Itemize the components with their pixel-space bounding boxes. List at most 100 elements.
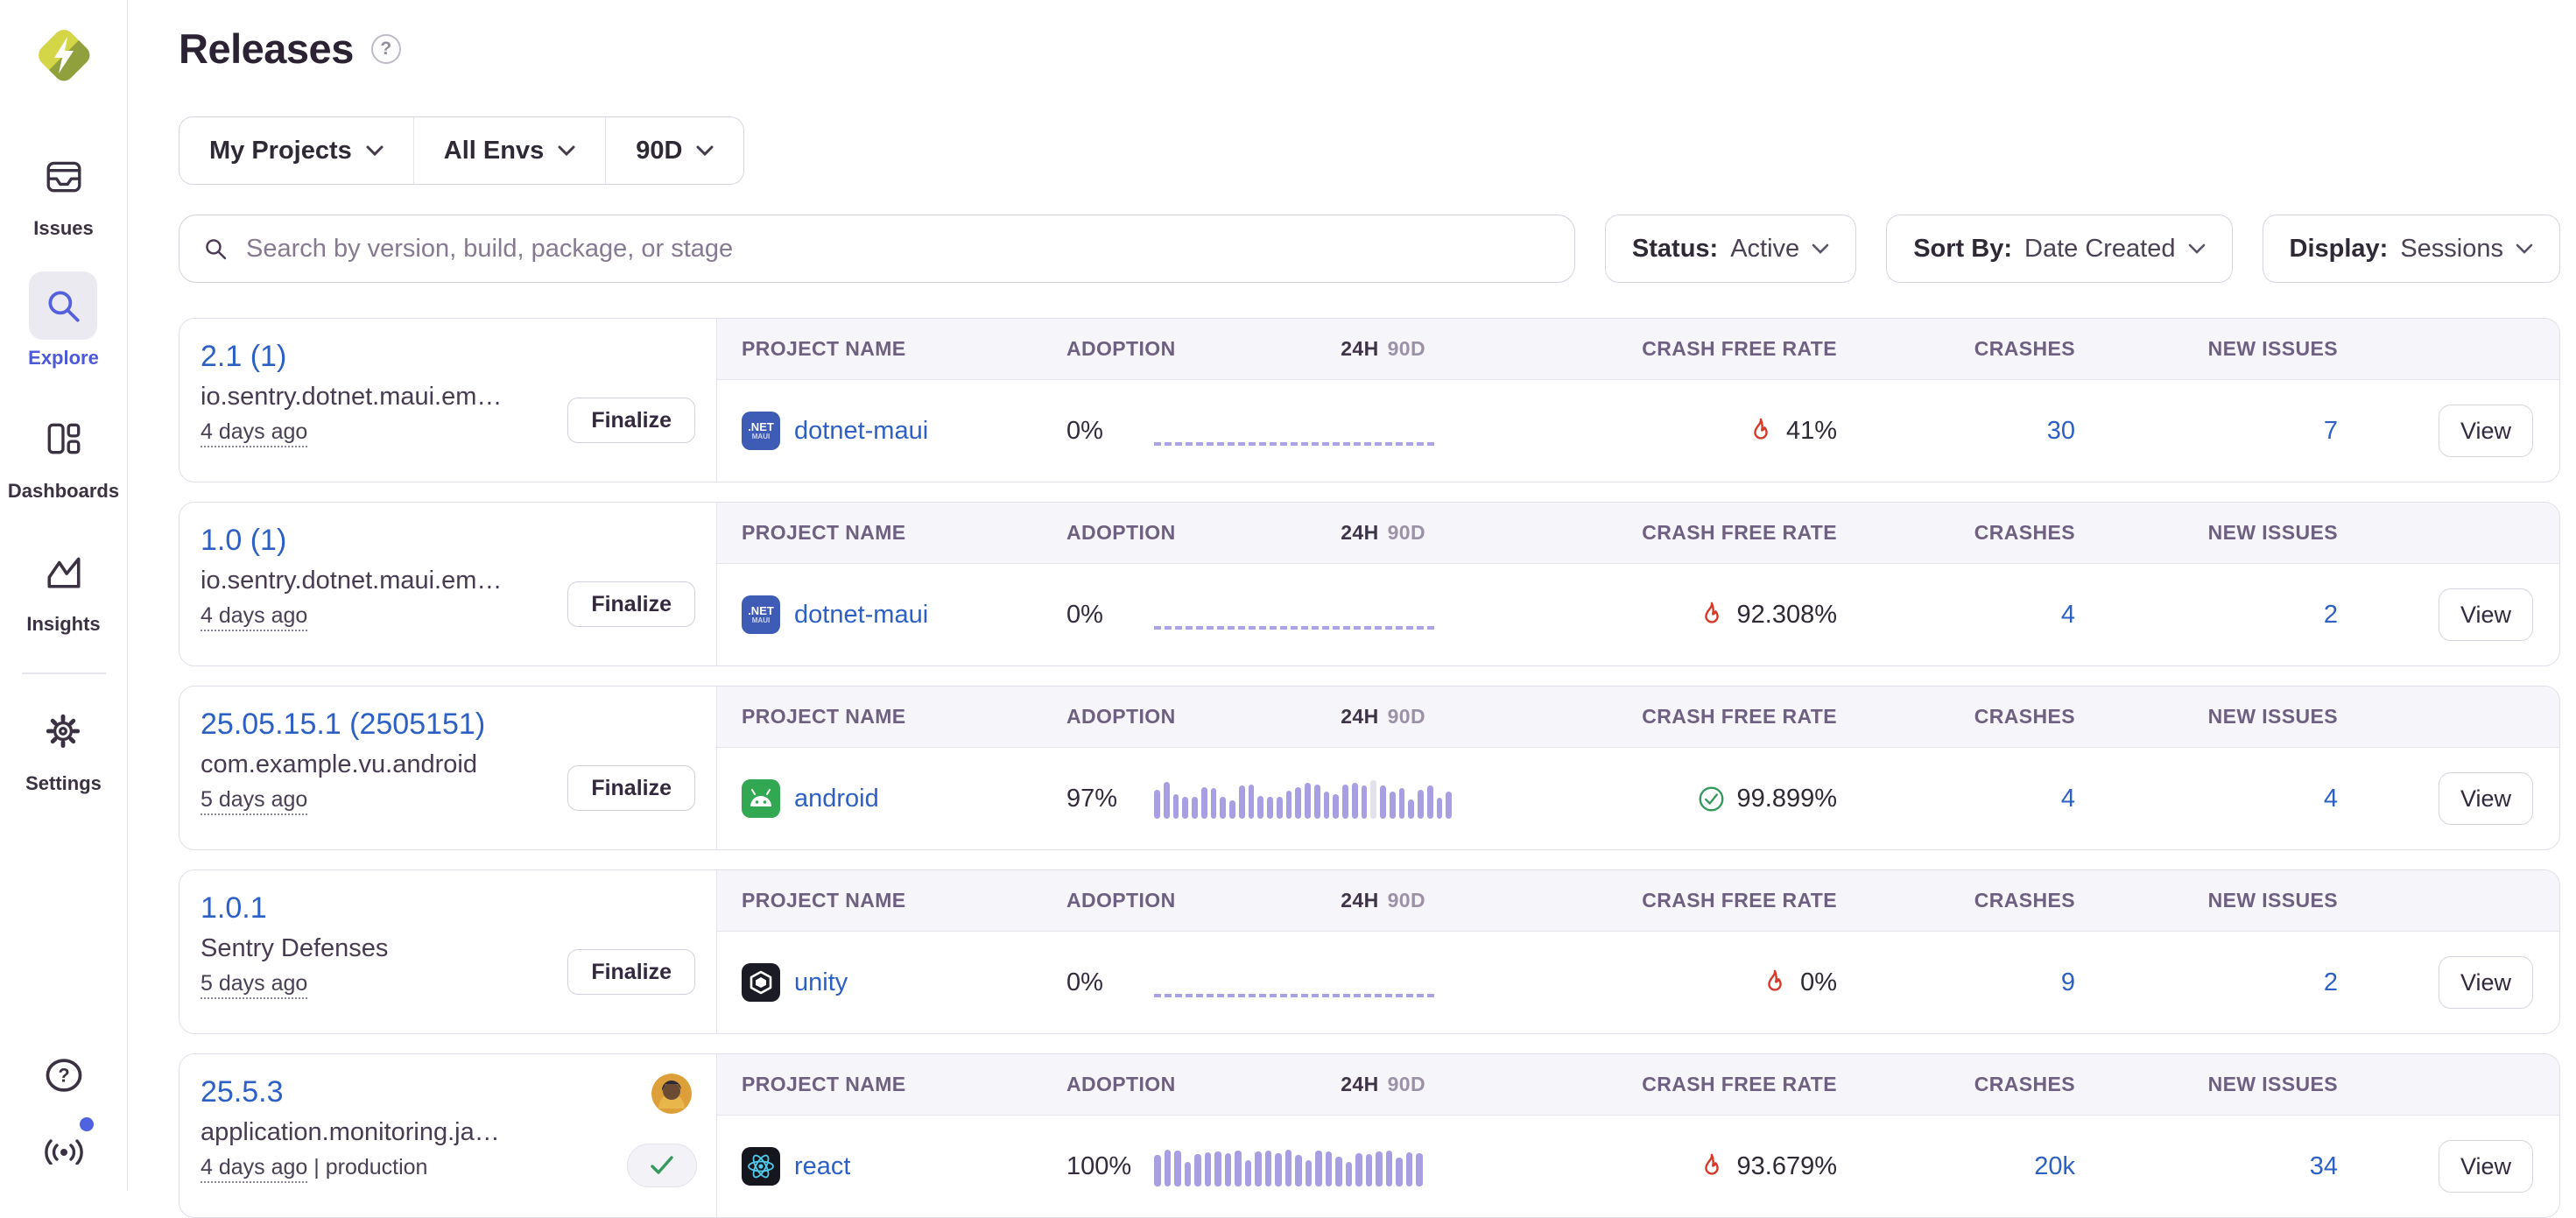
release-card: 1.0.1 Sentry Defenses 5 days ago Finaliz… — [179, 869, 2560, 1034]
sidebar-item-label: Explore — [28, 347, 99, 370]
project-link[interactable]: unity — [794, 968, 848, 997]
display-value: Sessions — [2400, 235, 2503, 264]
view-button[interactable]: View — [2439, 405, 2533, 457]
sparkline-bar — [1229, 800, 1235, 819]
help-button[interactable]: ? — [41, 1053, 87, 1098]
crashes-link[interactable]: 9 — [2061, 968, 2075, 996]
release-version-link[interactable]: 2.1 (1) — [201, 340, 286, 373]
sparkline-bar — [1295, 787, 1301, 819]
display-dropdown[interactable]: Display: Sessions — [2263, 215, 2561, 283]
col-header-90d: 90D — [1388, 705, 1425, 728]
sentry-logo[interactable] — [32, 23, 96, 88]
search-input[interactable] — [244, 234, 1552, 264]
sidebar-item-insights[interactable]: Insights — [26, 538, 100, 636]
col-header-24h: 24H — [1341, 521, 1378, 544]
sparkline-bar — [1437, 798, 1443, 819]
release-version-link[interactable]: 25.5.3 — [201, 1075, 284, 1109]
sparkline-bar — [1352, 783, 1358, 819]
finalize-button[interactable]: Finalize — [567, 398, 695, 443]
crashes-link[interactable]: 20k — [2034, 1152, 2075, 1180]
crashes-link[interactable]: 30 — [2047, 417, 2075, 445]
status-dropdown[interactable]: Status: Active — [1605, 215, 1856, 283]
new-issues-link[interactable]: 2 — [2324, 968, 2338, 996]
crash-free-rate-value: 93.679% — [1737, 1152, 1838, 1181]
environment-filter-value: All Envs — [444, 137, 544, 165]
release-version-link[interactable]: 1.0.1 — [201, 891, 267, 925]
release-version-link[interactable]: 25.05.15.1 (2505151) — [201, 708, 485, 741]
col-header-crashes: CRASHES — [1837, 1073, 2075, 1096]
page-filter-bar: My Projects All Envs 90D — [179, 116, 744, 185]
unity-icon — [742, 963, 780, 1002]
release-card: 25.05.15.1 (2505151) com.example.vu.andr… — [179, 686, 2560, 850]
release-project-table: PROJECT NAME ADOPTION 24H90D CRASH FREE … — [717, 503, 2559, 665]
col-header-trend: 24H90D — [1154, 521, 1452, 545]
sessions-trend-chart[interactable] — [1154, 600, 1452, 630]
view-button[interactable]: View — [2439, 772, 2533, 825]
view-button[interactable]: View — [2439, 588, 2533, 641]
sparkline-bar — [1249, 785, 1255, 819]
col-header-90d: 90D — [1388, 337, 1425, 360]
date-range-filter[interactable]: 90D — [605, 117, 743, 184]
release-age: 4 days ago — [201, 1155, 307, 1183]
finalize-button[interactable]: Finalize — [567, 949, 695, 995]
col-header-crashes: CRASHES — [1837, 521, 2075, 545]
sidebar-item-issues[interactable]: Issues — [30, 142, 98, 240]
sidebar-item-settings[interactable]: Settings — [25, 697, 102, 795]
new-issues-link[interactable]: 7 — [2324, 417, 2338, 445]
release-summary: 1.0 (1) io.sentry.dotnet.maui.em… 4 days… — [179, 503, 717, 665]
sparkline-bar — [1225, 1153, 1232, 1186]
chevron-down-icon — [558, 145, 575, 157]
sort-by-dropdown[interactable]: Sort By: Date Created — [1886, 215, 2232, 283]
project-filter[interactable]: My Projects — [179, 117, 413, 184]
crashes-link[interactable]: 4 — [2061, 785, 2075, 813]
svg-text:?: ? — [58, 1065, 69, 1087]
help-icon: ? — [43, 1054, 85, 1096]
sessions-trend-chart[interactable] — [1154, 416, 1452, 446]
sparkline-bar — [1346, 1162, 1353, 1186]
crash-free-rate-value: 41% — [1786, 417, 1837, 446]
finalized-check-pill[interactable] — [627, 1144, 697, 1187]
crash-free-rate-value: 0% — [1800, 968, 1837, 997]
page-help-icon[interactable]: ? — [371, 34, 401, 64]
sparkline-bar — [1399, 788, 1405, 819]
sidebar-item-explore[interactable]: Explore — [28, 271, 99, 370]
col-header-trend: 24H90D — [1154, 1073, 1452, 1096]
col-header-crash-free-rate: CRASH FREE RATE — [1452, 521, 1837, 545]
sparkline-bar — [1333, 794, 1339, 819]
new-issues-link[interactable]: 34 — [2310, 1152, 2338, 1180]
project-link[interactable]: dotnet-maui — [794, 417, 928, 446]
environment-filter[interactable]: All Envs — [413, 117, 605, 184]
view-button[interactable]: View — [2439, 956, 2533, 1009]
crashes-link[interactable]: 4 — [2061, 601, 2075, 629]
whats-new-button[interactable] — [41, 1123, 87, 1168]
sparkline-bar — [1315, 1151, 1322, 1186]
sidebar-item-label: Insights — [26, 613, 100, 636]
sidebar-item-dashboards[interactable]: Dashboards — [8, 405, 119, 503]
chevron-down-icon — [696, 145, 714, 157]
sparkline-bar — [1362, 785, 1368, 819]
fire-icon — [1762, 968, 1788, 996]
finalize-button[interactable]: Finalize — [567, 765, 695, 811]
col-header-90d: 90D — [1388, 889, 1425, 912]
sparkline-bar — [1173, 794, 1179, 819]
sparkline-bar — [1416, 1153, 1423, 1186]
sessions-empty-sparkline — [1154, 968, 1452, 997]
view-button[interactable]: View — [2439, 1140, 2533, 1193]
project-link[interactable]: react — [794, 1152, 850, 1181]
project-link[interactable]: dotnet-maui — [794, 601, 928, 630]
sparkline-bar — [1305, 783, 1311, 819]
sparkline-bar — [1267, 797, 1273, 819]
dashboards-icon — [30, 405, 98, 473]
sessions-trend-chart[interactable] — [1154, 968, 1452, 997]
fire-icon — [1699, 1152, 1725, 1180]
release-version-link[interactable]: 1.0 (1) — [201, 524, 286, 557]
dotnet-maui-icon: .NET MAUI — [742, 595, 780, 634]
finalize-button[interactable]: Finalize — [567, 581, 695, 627]
sessions-trend-chart[interactable] — [1154, 1146, 1452, 1186]
project-link[interactable]: android — [794, 785, 879, 813]
chevron-down-icon — [1812, 243, 1829, 255]
sessions-trend-chart[interactable] — [1154, 778, 1452, 819]
new-issues-link[interactable]: 2 — [2324, 601, 2338, 629]
display-label: Display: — [2290, 235, 2389, 264]
new-issues-link[interactable]: 4 — [2324, 785, 2338, 813]
